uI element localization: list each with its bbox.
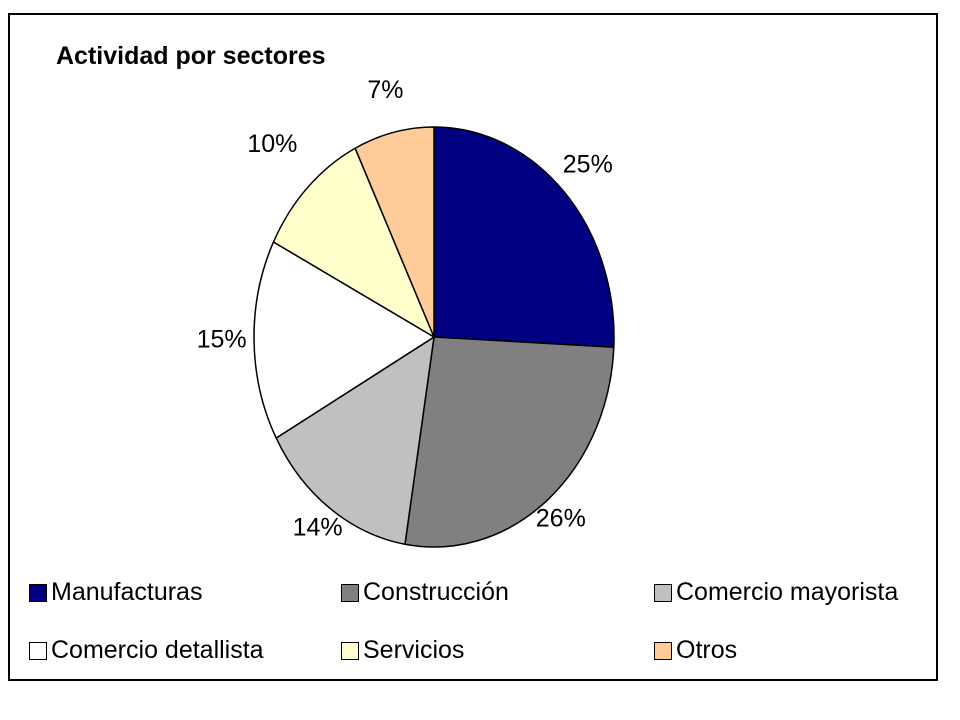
legend-item: Manufacturas — [29, 580, 202, 605]
pie-slice-manufacturas — [433, 126, 615, 348]
chart-title: Actividad por sectores — [56, 42, 326, 70]
pie-slice-servicios — [272, 147, 435, 338]
pie-slice-comercio-mayorista — [275, 336, 435, 545]
legend-swatch — [29, 641, 47, 660]
data-label: 15% — [197, 326, 247, 354]
legend-swatch — [29, 583, 47, 602]
legend-item: Servicios — [341, 638, 464, 663]
legend-swatch — [341, 641, 359, 660]
legend-item: Comercio mayorista — [654, 580, 898, 605]
legend-item: Comercio detallista — [29, 638, 264, 663]
legend-swatch — [654, 641, 672, 660]
data-label: 25% — [563, 151, 613, 179]
legend-label: Otros — [676, 636, 738, 664]
pie-slice-construcci-n — [404, 336, 615, 548]
legend-swatch — [341, 583, 359, 602]
legend-label: Comercio detallista — [51, 636, 264, 664]
legend-item: Otros — [654, 638, 737, 663]
legend-label: Construcción — [363, 578, 509, 606]
data-label: 26% — [536, 505, 586, 533]
pie-slice-comercio-detallista — [253, 241, 435, 439]
legend-label: Comercio mayorista — [676, 578, 899, 606]
legend-label: Manufacturas — [51, 578, 203, 606]
legend-item: Construcción — [341, 580, 509, 605]
data-label: 10% — [247, 130, 297, 158]
data-label: 7% — [367, 76, 403, 104]
data-label: 14% — [293, 514, 343, 542]
legend-label: Servicios — [363, 636, 465, 664]
legend-swatch — [654, 583, 672, 602]
pie-slice-otros — [354, 126, 435, 338]
